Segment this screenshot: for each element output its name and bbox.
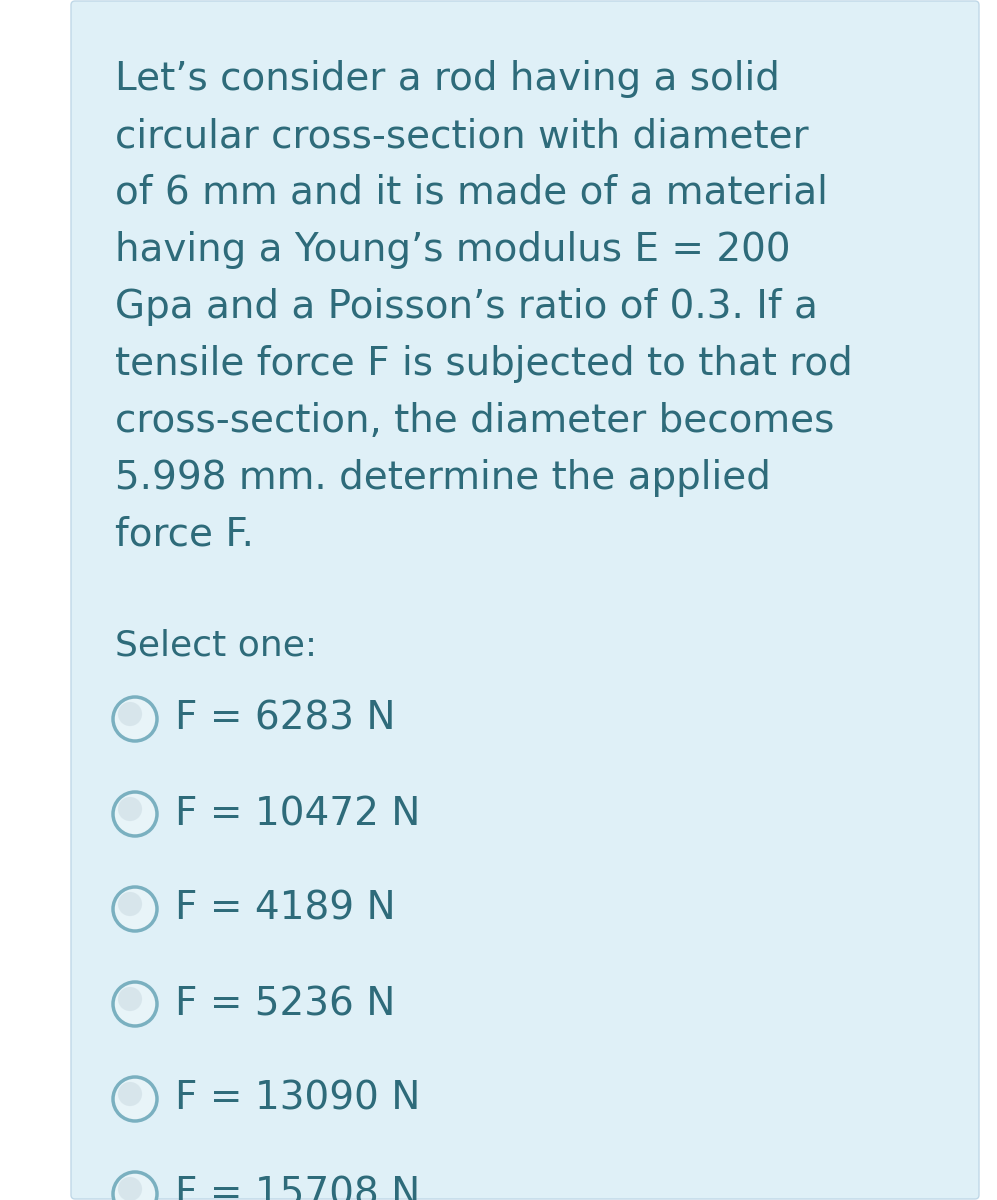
Ellipse shape — [113, 1172, 157, 1200]
Text: circular cross-section with diameter: circular cross-section with diameter — [115, 116, 809, 155]
Text: Gpa and a Poisson’s ratio of 0.3. If a: Gpa and a Poisson’s ratio of 0.3. If a — [115, 288, 818, 326]
Text: F = 6283 N: F = 6283 N — [175, 700, 396, 738]
Text: Let’s consider a rod having a solid: Let’s consider a rod having a solid — [115, 60, 780, 98]
FancyBboxPatch shape — [71, 1, 979, 1199]
Ellipse shape — [118, 986, 143, 1012]
Text: F = 13090 N: F = 13090 N — [175, 1080, 421, 1118]
Text: 5.998 mm. determine the applied: 5.998 mm. determine the applied — [115, 458, 771, 497]
Ellipse shape — [118, 1177, 143, 1200]
Ellipse shape — [118, 1082, 143, 1106]
Text: Select one:: Select one: — [115, 628, 317, 662]
Text: F = 5236 N: F = 5236 N — [175, 985, 396, 1022]
Text: of 6 mm and it is made of a material: of 6 mm and it is made of a material — [115, 174, 828, 212]
Text: force F.: force F. — [115, 516, 254, 554]
Text: F = 15708 N: F = 15708 N — [175, 1175, 421, 1200]
Text: F = 10472 N: F = 10472 N — [175, 794, 421, 833]
Ellipse shape — [118, 702, 143, 726]
Text: cross-section, the diameter becomes: cross-section, the diameter becomes — [115, 402, 834, 440]
Ellipse shape — [113, 887, 157, 931]
Ellipse shape — [113, 1078, 157, 1121]
Ellipse shape — [118, 797, 143, 821]
Ellipse shape — [118, 892, 143, 916]
Ellipse shape — [113, 697, 157, 740]
Text: F = 4189 N: F = 4189 N — [175, 890, 396, 928]
Ellipse shape — [113, 792, 157, 836]
Ellipse shape — [113, 982, 157, 1026]
Text: having a Young’s modulus E = 200: having a Young’s modulus E = 200 — [115, 230, 791, 269]
Text: tensile force F is subjected to that rod: tensile force F is subjected to that rod — [115, 346, 852, 383]
